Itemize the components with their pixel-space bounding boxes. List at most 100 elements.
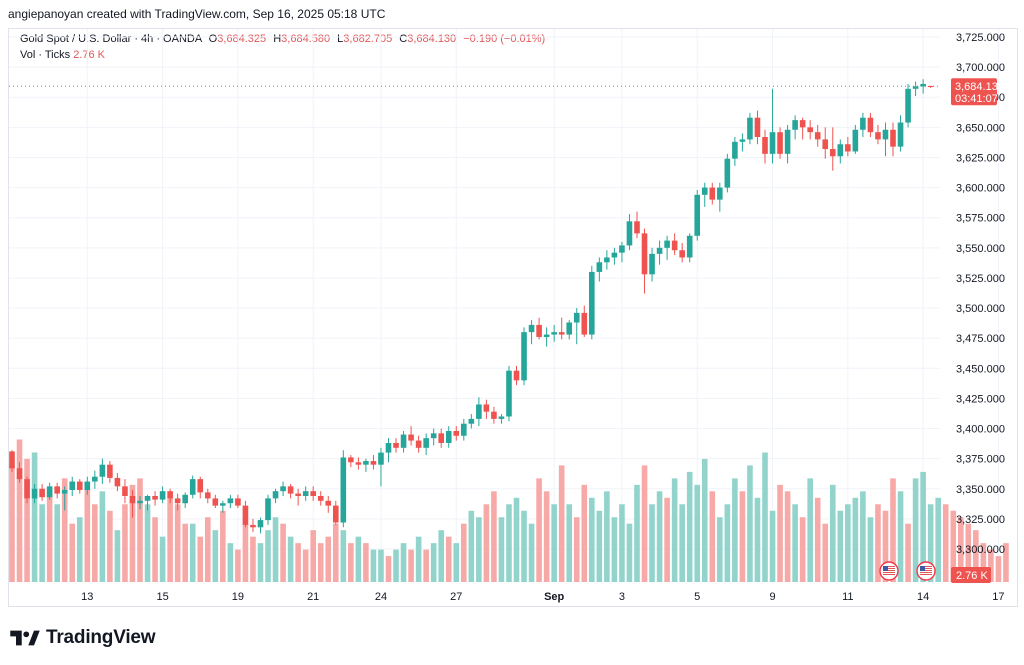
x-axis-tick-label: 19 xyxy=(232,591,244,603)
candle-body xyxy=(370,461,377,465)
volume-bar xyxy=(875,504,881,582)
y-axis-tick-label: 3,350.000 xyxy=(956,484,1005,496)
volume-bar xyxy=(649,504,655,582)
y-axis-tick-label: 3,400.000 xyxy=(956,424,1005,436)
volume-bar xyxy=(506,504,512,582)
legend-volume-row: Vol · Ticks 2.76 K xyxy=(20,49,105,61)
us-flag-event-icon[interactable] xyxy=(879,561,899,581)
volume-bar xyxy=(92,504,98,582)
volume-bar xyxy=(777,484,783,582)
candle-body xyxy=(16,468,23,480)
candle-body xyxy=(212,498,219,506)
volume-bar xyxy=(137,478,143,582)
candle-body xyxy=(280,486,286,492)
volume-bar xyxy=(46,491,53,582)
candle-body xyxy=(506,370,512,417)
volume-bar xyxy=(9,465,15,582)
volume-bar xyxy=(174,504,181,582)
volume-bar xyxy=(845,504,851,582)
low-label: L xyxy=(337,33,344,45)
symbol-label[interactable]: Gold Spot / U.S. Dollar · 4h · OANDA xyxy=(20,33,202,45)
change-value: −0.190 (−0.01%) xyxy=(463,33,546,45)
candle-body xyxy=(762,136,768,154)
volume-bar xyxy=(355,536,362,582)
volume-bar xyxy=(558,465,565,582)
volume-bar xyxy=(280,523,286,582)
x-axis-tick-label: 5 xyxy=(694,591,700,603)
volume-bar xyxy=(701,458,708,582)
volume-bar xyxy=(476,517,482,582)
candle-body xyxy=(792,120,798,130)
volume-bar xyxy=(829,484,836,582)
candle-body xyxy=(265,498,271,521)
volume-bar xyxy=(694,484,701,582)
candle-body xyxy=(272,491,279,499)
candle-body xyxy=(220,503,226,506)
candle-body xyxy=(739,139,746,142)
candle-body xyxy=(204,492,211,499)
low-value: 3,682.705 xyxy=(343,33,393,45)
volume-tag-box xyxy=(951,567,991,583)
x-axis-tick-label: 3 xyxy=(619,591,625,603)
volume-bar xyxy=(528,523,535,582)
volume-label[interactable]: Vol · Ticks xyxy=(20,49,71,61)
candle-body xyxy=(423,438,429,448)
price-tag-countdown: 03:41:07 xyxy=(955,93,998,105)
volume-bar xyxy=(107,510,113,582)
volume-bar xyxy=(242,523,249,582)
candle-body xyxy=(348,457,354,463)
attribution-text: angiepanoyan created with TradingView.co… xyxy=(8,7,386,21)
candle-body xyxy=(250,524,256,528)
volume-bar xyxy=(144,504,151,582)
candle-body xyxy=(747,117,753,140)
candle-body xyxy=(671,240,678,251)
candle-body xyxy=(400,434,407,448)
candle-body xyxy=(875,132,881,140)
candle-body xyxy=(468,418,475,424)
volume-bar xyxy=(167,497,173,582)
us-flag-event-icon[interactable] xyxy=(916,561,936,581)
volume-bar xyxy=(54,504,60,582)
volume-bar xyxy=(724,504,731,582)
candle-body xyxy=(31,488,38,499)
candle-body xyxy=(754,117,761,137)
volume-bar xyxy=(39,504,45,582)
candle-body xyxy=(137,500,143,504)
candle-body xyxy=(302,491,309,496)
candle-body xyxy=(528,324,535,333)
candle-body xyxy=(310,491,316,496)
candle-body xyxy=(845,144,851,152)
candle-body xyxy=(551,332,557,335)
candle-body xyxy=(483,404,490,412)
candle-body xyxy=(769,132,776,154)
volume-bar xyxy=(24,458,30,582)
candle-body xyxy=(453,430,460,436)
volume-bar xyxy=(445,536,452,582)
candle-body xyxy=(890,129,896,147)
candle-body xyxy=(438,433,445,443)
high-value: 3,684.580 xyxy=(281,33,331,45)
candle-body xyxy=(649,253,655,275)
brand-text: TradingView xyxy=(46,627,156,648)
volume-bar xyxy=(957,517,964,582)
y-axis-tick-label: 3,325.000 xyxy=(956,514,1005,526)
candle-body xyxy=(257,520,264,528)
candle-body xyxy=(927,86,934,88)
volume-bar xyxy=(890,478,896,582)
y-axis-tick-label: 3,500.000 xyxy=(956,303,1005,315)
volume-bar xyxy=(671,478,678,582)
candle-body xyxy=(724,158,731,188)
volume-bar xyxy=(317,543,324,582)
volume-bar xyxy=(995,556,1002,582)
volume-tag-value: 2.76 K xyxy=(956,570,988,582)
volume-bar xyxy=(882,510,889,582)
candle-body xyxy=(430,433,437,439)
candle-body xyxy=(76,481,83,490)
volume-bar xyxy=(265,530,271,582)
volume-bar xyxy=(634,484,640,582)
volume-bar xyxy=(1003,543,1009,582)
candle-body xyxy=(355,462,362,465)
candle-body xyxy=(340,457,347,523)
candle-body xyxy=(235,498,241,506)
